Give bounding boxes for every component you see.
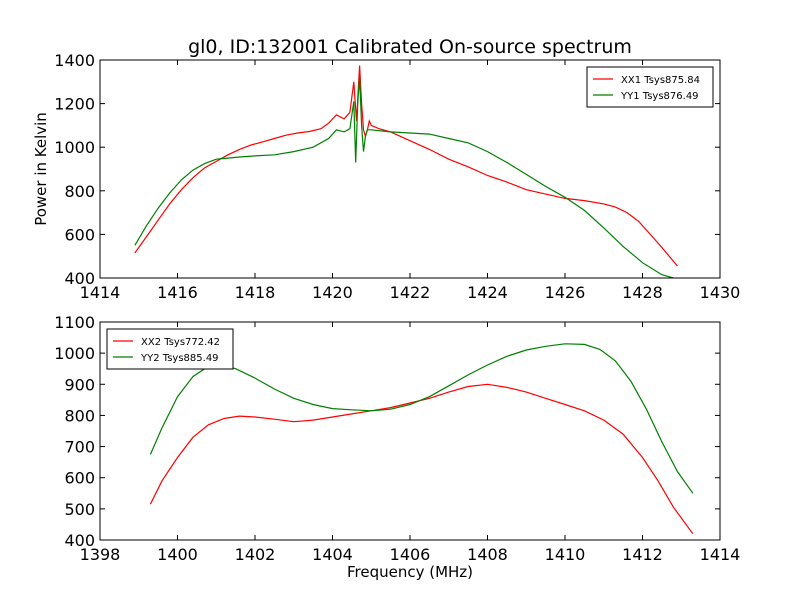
y-tick-label: 800: [64, 406, 95, 425]
x-tick-label: 1410: [545, 545, 586, 564]
x-tick-label: 1406: [390, 545, 431, 564]
y-tick-label: 500: [64, 500, 95, 519]
y-tick-label: 1000: [54, 138, 95, 157]
y-tick-label: 1000: [54, 344, 95, 363]
y-tick-label: 400: [64, 531, 95, 550]
chart-title: gl0, ID:132001 Calibrated On-source spec…: [188, 36, 632, 58]
x-tick-label: 1408: [467, 545, 508, 564]
y-tick-label: 400: [64, 269, 95, 288]
legend: XX2 Tsys772.42 YY2 Tsys885.49: [106, 328, 234, 370]
y-tick-label: 1400: [54, 51, 95, 70]
x-tick-label: 1430: [700, 283, 741, 302]
x-tick-label: 1412: [622, 545, 663, 564]
x-tick-label: 1416: [157, 283, 198, 302]
x-tick-label: 1420: [312, 283, 353, 302]
legend: XX1 Tsys875.84 YY1 Tsys876.49: [586, 66, 714, 108]
legend-entry: YY1 Tsys876.49: [620, 91, 699, 102]
legend-box: [586, 66, 714, 108]
y-tick-label: 900: [64, 375, 95, 394]
bottom-plot-area: 1398 1400 1402 1404 1406 1408 1410 1412 1414 400 5…: [54, 313, 740, 564]
x-tick-label: 1402: [235, 545, 276, 564]
x-tick-label: 1414: [700, 545, 741, 564]
x-tick-label: 1418: [235, 283, 276, 302]
legend-entry: XX1 Tsys875.84: [621, 75, 700, 86]
x-tick-label: 1424: [467, 283, 508, 302]
y-tick-label: 600: [64, 225, 95, 244]
x-tick-label: 1414: [80, 283, 121, 302]
series-line-xx1: [134, 65, 678, 267]
y-tick-label: 700: [64, 438, 95, 457]
y-tick-label: 1200: [54, 95, 95, 114]
x-tick-label: 1400: [157, 545, 198, 564]
y-tick-label: 600: [64, 469, 95, 488]
legend-box: [106, 328, 234, 370]
legend-entry: YY2 Tsys885.49: [140, 353, 219, 364]
x-axis-label: Frequency (MHz): [347, 563, 473, 581]
y-tick-label: 800: [64, 182, 95, 201]
x-tick-label: 1428: [622, 283, 663, 302]
top-y-axis-label: Power in Kelvin: [32, 112, 50, 226]
legend-entry: XX2 Tsys772.42: [141, 337, 220, 348]
x-tick-label: 1422: [390, 283, 431, 302]
series-line-yy1: [134, 77, 676, 278]
y-tick-label: 1100: [54, 313, 95, 332]
x-tick-label: 1426: [545, 283, 586, 302]
top-plot-area: 1414 1416 1418 1420 1422 1424 1426 1428 1430 400 6…: [54, 51, 740, 302]
x-tick-label: 1404: [312, 545, 353, 564]
x-tick-label: 1398: [80, 545, 121, 564]
series-line-xx2: [149, 383, 694, 535]
